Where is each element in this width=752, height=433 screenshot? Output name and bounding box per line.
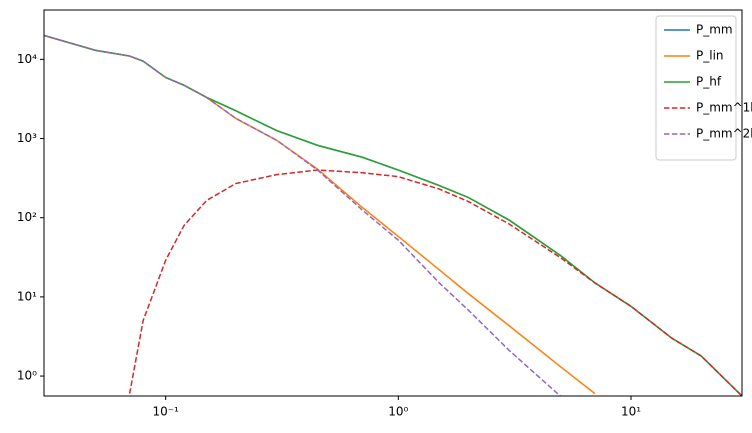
legend-label: P_mm [696,23,733,37]
x-tick-label: 10⁰ [388,405,408,419]
y-tick-label: 10² [17,210,37,224]
legend-label: P_mm^1h [696,101,752,115]
x-tick-label: 10¹ [621,405,641,419]
legend-label: P_mm^2h [696,127,752,141]
y-tick-label: 10⁰ [17,369,37,383]
legend-label: P_lin [696,49,724,63]
legend-label: P_hf [696,75,722,89]
series-line [44,34,562,396]
legend-box [655,15,737,161]
series-line [44,34,742,396]
plot-frame [43,9,743,397]
y-tick-label: 10¹ [17,289,37,303]
series-line [44,34,596,395]
y-tick-label: 10⁴ [17,52,37,66]
y-tick-label: 10³ [17,131,37,145]
series-line [128,169,742,396]
series-line [44,34,742,396]
plot-lines [44,34,742,396]
x-tick-label: 10⁻¹ [152,405,179,419]
